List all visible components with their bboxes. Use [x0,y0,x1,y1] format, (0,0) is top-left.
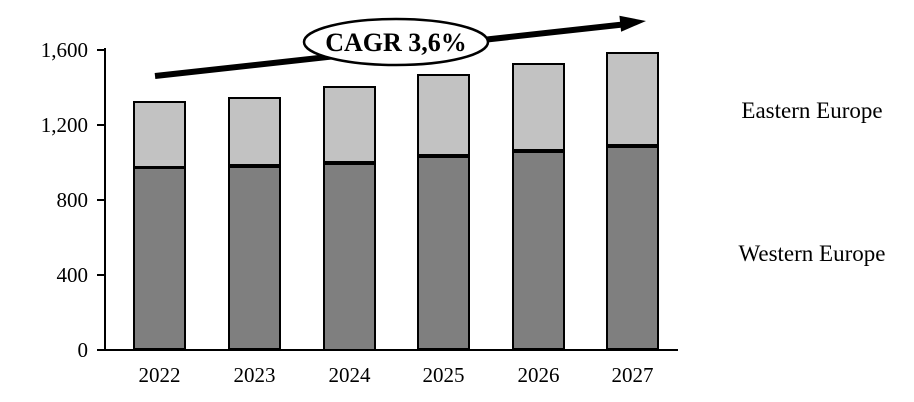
x-category-label-2024: 2024 [328,363,371,387]
y-tick-label: 1,200 [40,113,88,137]
bar-segment-western-europe-2023 [228,166,281,350]
x-category-label-2026: 2026 [517,363,560,387]
y-tick-label: 1,600 [40,38,88,62]
cagr-ellipse [302,17,490,67]
y-tick-label: 800 [56,188,89,212]
bar-segment-western-europe-2025 [417,156,470,350]
bar-segment-western-europe-2026 [512,151,565,350]
bar-segment-western-europe-2022 [133,167,186,350]
bar-segment-eastern-europe-2024 [323,86,376,163]
x-category-label-2023: 2023 [233,363,276,387]
x-category-label-2027: 2027 [611,363,654,387]
cagr-label: CAGR 3,6% [325,28,467,57]
y-tick-mark [97,199,105,201]
series-label-western-europe: Western Europe [738,241,886,266]
bar-segment-eastern-europe-2022 [133,101,186,168]
x-axis-line [104,349,678,351]
bar-segment-eastern-europe-2026 [512,63,565,151]
trend-arrow-head-icon [619,15,646,32]
bar-segment-western-europe-2027 [606,146,659,350]
y-tick-label: 0 [77,338,89,362]
y-tick-mark [97,349,105,351]
y-tick-mark [97,124,105,126]
y-tick-mark [97,49,105,51]
bar-segment-eastern-europe-2023 [228,97,281,166]
series-label-eastern-europe: Eastern Europe [741,98,883,123]
bar-segment-eastern-europe-2025 [417,74,470,156]
x-category-label-2022: 2022 [138,363,181,387]
x-category-label-2025: 2025 [422,363,465,387]
bar-segment-western-europe-2024 [323,163,376,351]
bar-segment-eastern-europe-2027 [606,52,659,146]
y-tick-label: 400 [56,263,89,287]
y-tick-mark [97,274,105,276]
y-axis-line [104,48,106,351]
